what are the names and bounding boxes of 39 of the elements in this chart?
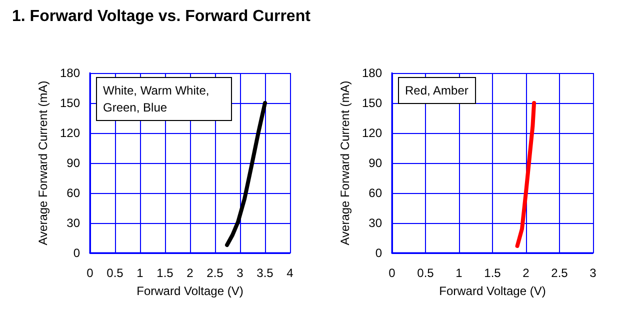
x-tick-label: 2 (186, 266, 194, 280)
x-tick-label: 0 (388, 266, 396, 280)
y-tick-label: 30 (66, 216, 80, 230)
x-axis-title: Forward Voltage (V) (136, 284, 244, 298)
x-tick-label: 1 (136, 266, 144, 280)
line-series (515, 101, 536, 248)
x-tick-label: 2.5 (206, 266, 224, 280)
x-tick-label: 3.5 (256, 266, 274, 280)
y-tick-label: 150 (60, 96, 80, 110)
y-axis-title: Average Forward Current (mA) (338, 80, 352, 246)
x-tick-label: 1.5 (156, 266, 174, 280)
y-tick-label: 0 (375, 246, 382, 260)
x-tick-label: 1.5 (484, 266, 502, 280)
y-tick-label: 90 (368, 156, 382, 170)
y-tick-label: 90 (66, 156, 80, 170)
y-tick-label: 180 (60, 66, 80, 80)
x-tick-label: 0 (86, 266, 94, 280)
y-tick-label: 0 (73, 246, 80, 260)
x-tick-label: 3 (590, 266, 597, 280)
x-tick-label: 1 (456, 266, 463, 280)
x-tick-label: 2 (522, 266, 530, 280)
x-tick-label: 4 (286, 266, 294, 280)
x-tick-label: 3 (236, 266, 244, 280)
chart-title: 1. Forward Voltage vs. Forward Current (12, 8, 310, 26)
annotation: White, Warm White, Green, Blue (103, 84, 213, 114)
y-tick-label: 30 (368, 216, 382, 230)
y-tick-label: 60 (66, 186, 80, 200)
y-tick-label: 120 (60, 126, 80, 140)
y-tick-label: 60 (368, 186, 382, 200)
x-tick-label: 0.5 (106, 266, 124, 280)
annotation: Red, Amber (405, 84, 468, 98)
x-tick-label: 2.5 (551, 266, 568, 280)
x-axis-title: Forward Voltage (V) (439, 284, 546, 298)
x-tick-label: 0.5 (417, 266, 434, 280)
y-axis-title: Average Forward Current (mA) (36, 80, 50, 246)
y-tick-label: 120 (362, 126, 382, 140)
y-tick-label: 180 (362, 66, 382, 80)
y-tick-label: 150 (362, 96, 382, 110)
line-series (225, 101, 267, 247)
